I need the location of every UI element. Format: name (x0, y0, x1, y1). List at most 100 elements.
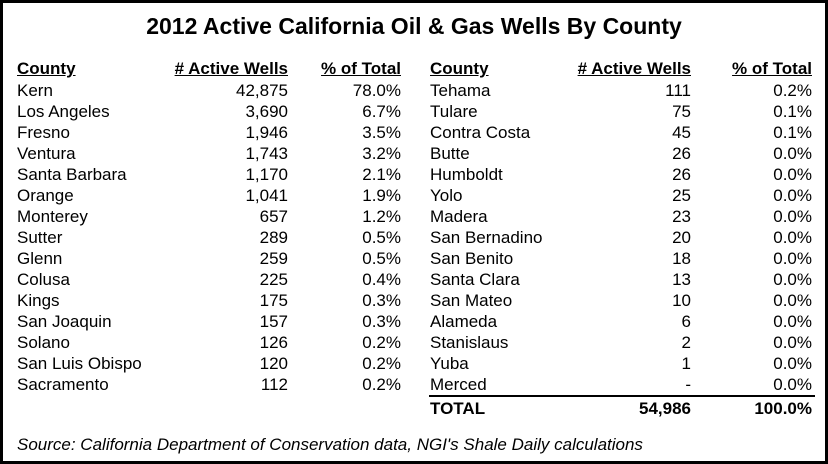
percent-of-total-cell: 0.0% (773, 312, 812, 331)
total-cell: TOTAL (430, 399, 486, 418)
active-wells-cell: 26 (672, 144, 691, 163)
county-cell: Sutter (17, 228, 63, 247)
county-cell: San Luis Obispo (17, 354, 142, 373)
active-wells-cell: 1,041 (245, 186, 288, 205)
active-wells-cell: 1,946 (245, 123, 288, 142)
percent-of-total-cell: 0.2% (773, 81, 812, 100)
percent-of-total-cell: 1.9% (362, 186, 401, 205)
active-wells-cell: 259 (259, 249, 288, 268)
column-header: County (430, 59, 489, 78)
county-cell: Orange (17, 186, 74, 205)
county-cell: Tehama (430, 81, 491, 100)
percent-of-total-cell: 78.0% (352, 81, 401, 100)
percent-of-total-cell: 0.0% (773, 144, 812, 163)
column-header: County (17, 59, 76, 78)
active-wells-cell: - (685, 375, 691, 394)
source-note: Source: California Department of Conserv… (17, 435, 643, 454)
active-wells-cell: 75 (672, 102, 691, 121)
county-cell: Santa Barbara (17, 165, 127, 184)
county-cell: Fresno (17, 123, 70, 142)
county-cell: Contra Costa (430, 123, 531, 142)
percent-of-total-cell: 0.3% (362, 291, 401, 310)
percent-of-total-cell: 0.1% (773, 123, 812, 142)
active-wells-cell: 111 (665, 81, 691, 100)
percent-of-total-cell: 3.2% (362, 144, 401, 163)
county-cell: Ventura (17, 144, 76, 163)
county-cell: Sacramento (17, 375, 109, 394)
active-wells-cell: 10 (672, 291, 691, 310)
county-cell: Solano (17, 333, 70, 352)
column-header: % of Total (732, 59, 812, 78)
title: 2012 Active California Oil & Gas Wells B… (146, 13, 682, 39)
active-wells-cell: 1 (681, 354, 691, 373)
active-wells-cell: 25 (672, 186, 691, 205)
county-cell: Kern (17, 81, 53, 100)
county-cell: Santa Clara (430, 270, 520, 289)
percent-of-total-cell: 0.0% (773, 228, 812, 247)
percent-of-total-cell: 0.5% (362, 249, 401, 268)
active-wells-cell: 20 (672, 228, 691, 247)
county-cell: San Joaquin (17, 312, 112, 331)
active-wells-cell: 2 (681, 333, 691, 352)
percent-of-total-cell: 0.1% (773, 102, 812, 121)
percent-of-total-cell: 0.5% (362, 228, 401, 247)
county-cell: Humboldt (430, 165, 503, 184)
active-wells-cell: 112 (260, 375, 288, 394)
county-cell: Monterey (17, 207, 88, 226)
percent-of-total-cell: 0.0% (773, 165, 812, 184)
percent-of-total-cell: 6.7% (362, 102, 401, 121)
county-cell: Stanislaus (430, 333, 509, 352)
total-cell: 54,986 (639, 399, 691, 418)
active-wells-cell: 1,170 (245, 165, 288, 184)
percent-of-total-cell: 0.2% (362, 375, 401, 394)
active-wells-cell: 13 (672, 270, 691, 289)
percent-of-total-cell: 0.2% (362, 333, 401, 352)
column-header: # Active Wells (577, 59, 691, 78)
percent-of-total-cell: 0.2% (362, 354, 401, 373)
county-cell: Tulare (430, 102, 478, 121)
percent-of-total-cell: 1.2% (362, 207, 401, 226)
county-cell: San Benito (430, 249, 514, 268)
active-wells-cell: 225 (259, 270, 288, 289)
percent-of-total-cell: 0.0% (773, 375, 812, 394)
county-cell: San Mateo (430, 291, 513, 310)
active-wells-cell: 157 (259, 312, 288, 331)
percent-of-total-cell: 0.0% (773, 186, 812, 205)
county-cell: Yolo (430, 186, 463, 205)
percent-of-total-cell: 0.0% (773, 354, 812, 373)
active-wells-cell: 45 (672, 123, 691, 142)
percent-of-total-cell: 0.0% (773, 333, 812, 352)
active-wells-cell: 23 (672, 207, 691, 226)
county-cell: Madera (430, 207, 488, 226)
active-wells-cell: 120 (259, 354, 288, 373)
active-wells-cell: 175 (259, 291, 288, 310)
active-wells-cell: 3,690 (245, 102, 288, 121)
county-cell: Merced (430, 375, 487, 394)
column-header: # Active Wells (174, 59, 288, 78)
active-wells-cell: 26 (672, 165, 691, 184)
percent-of-total-cell: 0.0% (773, 249, 812, 268)
county-cell: Glenn (17, 249, 63, 268)
total-cell: 100.0% (754, 399, 812, 418)
percent-of-total-cell: 2.1% (362, 165, 401, 184)
percent-of-total-cell: 0.0% (773, 207, 812, 226)
percent-of-total-cell: 0.0% (773, 291, 812, 310)
county-cell: Yuba (430, 354, 469, 373)
percent-of-total-cell: 0.3% (362, 312, 401, 331)
county-cell: Alameda (430, 312, 498, 331)
county-cell: San Bernadino (430, 228, 543, 247)
active-wells-cell: 1,743 (245, 144, 288, 163)
active-wells-cell: 18 (672, 249, 691, 268)
column-header: % of Total (321, 59, 401, 78)
active-wells-cell: 289 (259, 228, 288, 247)
active-wells-cell: 657 (259, 207, 288, 226)
percent-of-total-cell: 0.4% (362, 270, 401, 289)
active-wells-cell: 6 (681, 312, 691, 331)
county-cell: Kings (17, 291, 60, 310)
county-cell: Los Angeles (17, 102, 110, 121)
active-wells-cell: 42,875 (236, 81, 288, 100)
percent-of-total-cell: 0.0% (773, 270, 812, 289)
percent-of-total-cell: 3.5% (362, 123, 401, 142)
county-cell: Colusa (17, 270, 70, 289)
